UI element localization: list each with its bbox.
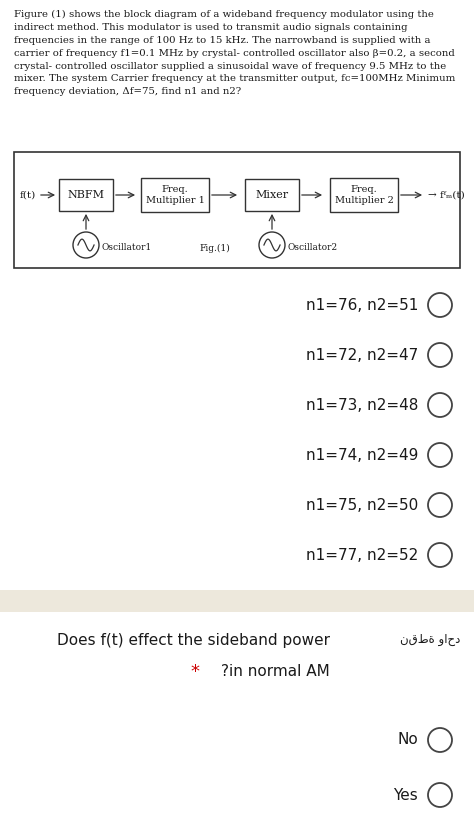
Text: Oscillator2: Oscillator2 [288, 243, 338, 253]
Text: Freq.
Multiplier 1: Freq. Multiplier 1 [146, 185, 204, 205]
Text: نقطة واحد: نقطة واحد [400, 633, 460, 647]
Text: n1=75, n2=50: n1=75, n2=50 [306, 498, 418, 513]
Text: Fig.(1): Fig.(1) [200, 243, 230, 253]
Text: NBFM: NBFM [67, 190, 104, 200]
Circle shape [428, 393, 452, 417]
Text: n1=74, n2=49: n1=74, n2=49 [306, 447, 418, 462]
Text: ?in normal AM: ?in normal AM [221, 664, 330, 680]
Circle shape [428, 543, 452, 567]
Circle shape [428, 443, 452, 467]
Text: Does f(t) effect the sideband power: Does f(t) effect the sideband power [57, 633, 330, 648]
Circle shape [428, 728, 452, 752]
Circle shape [428, 493, 452, 517]
Text: No: No [397, 732, 418, 748]
Bar [14, 152, 460, 268]
Circle shape [428, 343, 452, 367]
Bar [59, 179, 113, 211]
Text: → fᶠₘ(t): → fᶠₘ(t) [428, 190, 465, 200]
Circle shape [73, 232, 99, 258]
Text: n1=72, n2=47: n1=72, n2=47 [306, 347, 418, 362]
Text: *: * [191, 663, 200, 681]
Circle shape [428, 783, 452, 807]
Text: n1=73, n2=48: n1=73, n2=48 [306, 398, 418, 413]
Bar [0, 590, 474, 612]
Bar [330, 178, 398, 212]
Text: Figure (1) shows the block diagram of a wideband frequency modulator using the
i: Figure (1) shows the block diagram of a … [14, 10, 456, 96]
Text: f(t): f(t) [20, 190, 36, 200]
Text: Freq.
Multiplier 2: Freq. Multiplier 2 [335, 185, 393, 205]
Text: Oscillator1: Oscillator1 [102, 243, 152, 253]
Text: Mixer: Mixer [255, 190, 289, 200]
Circle shape [259, 232, 285, 258]
Text: n1=76, n2=51: n1=76, n2=51 [306, 298, 418, 312]
Bar [245, 179, 299, 211]
Text: n1=77, n2=52: n1=77, n2=52 [306, 548, 418, 562]
Circle shape [428, 293, 452, 317]
Bar [141, 178, 209, 212]
Text: Yes: Yes [393, 788, 418, 802]
